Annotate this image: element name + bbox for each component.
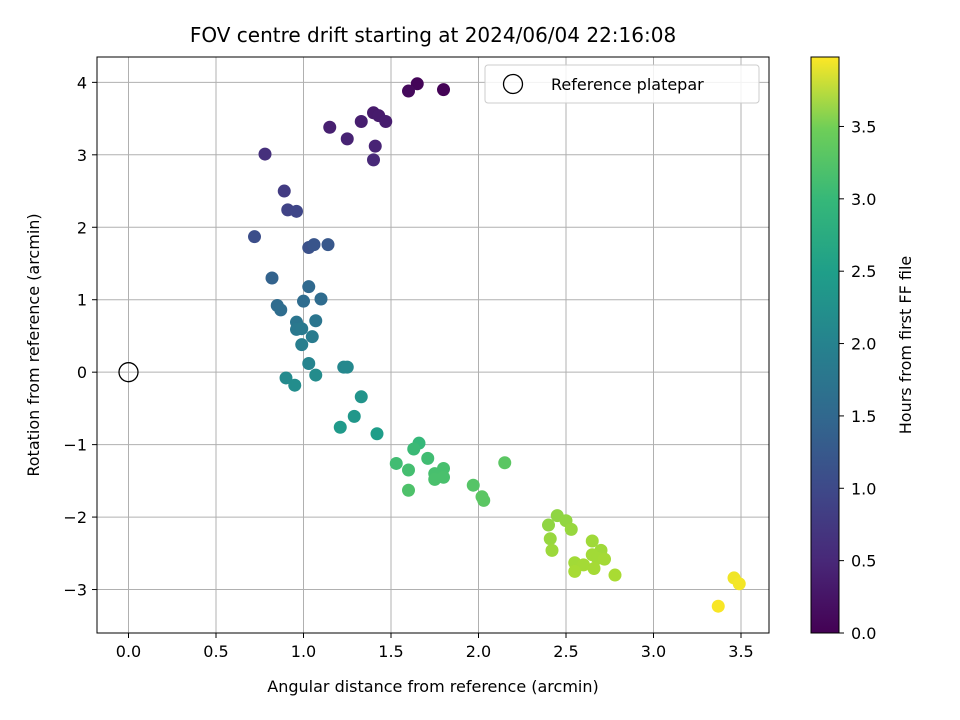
data-point: [297, 294, 310, 308]
data-point: [410, 77, 424, 91]
data-point: [302, 356, 316, 370]
data-point: [585, 534, 599, 548]
x-tick-label: 3.0: [641, 642, 666, 661]
data-point: [290, 204, 303, 218]
plot-area: [97, 57, 769, 633]
legend: Reference platepar: [484, 64, 760, 104]
data-point: [340, 132, 354, 146]
data-point: [477, 493, 491, 507]
data-point: [279, 371, 293, 385]
data-point: [368, 139, 382, 153]
data-point: [314, 292, 328, 306]
data-point: [466, 478, 480, 492]
data-point: [402, 463, 415, 477]
x-tick-label: 1.0: [291, 642, 316, 661]
data-point: [258, 147, 272, 161]
data-point: [379, 114, 393, 128]
x-tick-label: 2.5: [553, 642, 578, 661]
colorbar-tick-label: 3.5: [851, 117, 876, 136]
data-point: [333, 420, 347, 434]
legend-box: [484, 64, 760, 104]
data-point: [321, 238, 335, 252]
legend-marker-icon: [502, 73, 524, 95]
grid: [97, 57, 769, 633]
data-point: [402, 84, 415, 98]
colorbar-tick-label: 2.5: [851, 262, 876, 281]
data-point: [608, 568, 622, 582]
data-point: [295, 338, 309, 352]
data-point: [354, 390, 368, 404]
data-point: [542, 518, 555, 532]
colorbar: 0.0 0.5 1.0 1.5 2.0 2.5 3.0 3.5 Hours from firs…: [810, 56, 915, 643]
data-point: [277, 184, 291, 198]
data-point: [274, 303, 288, 317]
colorbar-ticks: 0.0 0.5 1.0 1.5 2.0 2.5 3.0 3.5: [839, 117, 876, 643]
x-tick-label: 0.5: [203, 642, 228, 661]
colorbar-tick-label: 1.0: [851, 479, 876, 498]
legend-label: Reference platepar: [551, 75, 704, 94]
data-point: [354, 114, 368, 128]
data-point: [367, 153, 380, 167]
data-point: [288, 378, 302, 392]
data-point: [307, 238, 321, 252]
colorbar-tick-label: 3.0: [851, 190, 876, 209]
y-tick-label: −1: [63, 436, 87, 455]
chart-title: FOV centre drift starting at 2024/06/04 …: [190, 23, 676, 47]
colorbar-tick-label: 2.0: [851, 335, 876, 354]
y-tick-label: 1: [77, 291, 87, 310]
data-point: [309, 314, 323, 328]
data-point: [568, 564, 582, 578]
data-point: [545, 543, 559, 557]
x-tick-label: 0.0: [116, 642, 141, 661]
x-axis-ticks: 0.0 0.5 1.0 1.5 2.0 2.5 3.0 3.5: [116, 633, 754, 661]
data-point: [340, 360, 354, 374]
data-point: [732, 577, 746, 591]
data-point: [389, 456, 403, 470]
colorbar-tick-label: 0.5: [851, 552, 876, 571]
y-tick-label: −2: [63, 508, 87, 527]
colorbar-gradient: [810, 56, 840, 634]
y-tick-label: 4: [77, 73, 87, 92]
reference-layer: [118, 362, 139, 383]
data-point: [248, 230, 261, 244]
y-tick-label: −3: [63, 581, 87, 600]
y-axis-label: Rotation from reference (arcmin): [24, 213, 43, 476]
x-tick-label: 3.5: [728, 642, 753, 661]
data-point: [543, 532, 557, 546]
x-axis-label: Angular distance from reference (arcmin): [267, 677, 598, 696]
data-point: [564, 522, 578, 536]
data-point: [402, 483, 415, 497]
data-point: [498, 456, 512, 470]
data-point: [437, 83, 450, 97]
y-axis-ticks: −3 −2 −1 0 1 2 3 4: [63, 73, 97, 600]
data-point: [265, 271, 279, 285]
data-points: [248, 77, 746, 613]
data-point: [711, 599, 725, 613]
plot-frame: [96, 56, 770, 634]
data-point: [407, 442, 421, 456]
data-point: [598, 552, 611, 566]
y-tick-label: 0: [77, 363, 87, 382]
colorbar-label: Hours from first FF file: [896, 256, 915, 435]
x-tick-label: 1.5: [378, 642, 403, 661]
data-point: [309, 368, 323, 382]
data-point: [323, 120, 337, 134]
x-tick-label: 2.0: [466, 642, 491, 661]
colorbar-tick-label: 0.0: [851, 624, 876, 643]
data-point: [421, 451, 435, 465]
data-point: [347, 409, 361, 423]
y-tick-label: 3: [77, 146, 87, 165]
data-point: [302, 280, 316, 294]
data-point: [305, 330, 319, 344]
data-point: [295, 322, 309, 336]
y-tick-label: 2: [77, 218, 87, 237]
reference-marker: [118, 362, 139, 383]
data-point: [587, 562, 601, 576]
colorbar-tick-label: 1.5: [851, 407, 876, 426]
data-point: [370, 427, 384, 441]
data-point: [428, 472, 442, 486]
